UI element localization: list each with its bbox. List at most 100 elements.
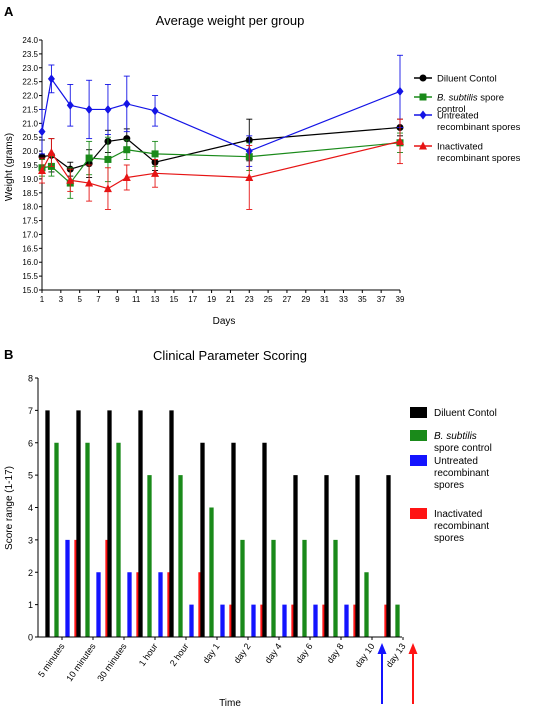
panel-a-legend: Diluent Contol B. subtilis spore controlUn… bbox=[414, 74, 521, 164]
legend-label-2: Untreated recombinant spores bbox=[437, 111, 521, 133]
panel-a-data-point bbox=[47, 74, 55, 84]
panel-a-y-tick-label: 24.0 bbox=[22, 36, 38, 45]
panel-b-bar bbox=[262, 442, 267, 637]
panel-a-x-tick-label: 5 bbox=[77, 295, 82, 304]
panel-a-y-tick-label: 22.0 bbox=[22, 92, 38, 101]
panel-b-x-tick-label: day 6 bbox=[294, 641, 315, 665]
panel-b-x-tick-label: 2 hour bbox=[168, 641, 191, 668]
panel-a-data-point bbox=[66, 175, 75, 184]
panel-b-bar bbox=[333, 539, 338, 637]
panel-a-ylabel: Weight (grams) bbox=[4, 133, 15, 201]
panel-a-data-point bbox=[245, 173, 254, 181]
panel-b-bar-group-5 bbox=[200, 442, 234, 637]
panel-b-arrow-0 bbox=[377, 643, 387, 704]
panel-a-data-point bbox=[85, 104, 93, 114]
panel-a-data-point bbox=[85, 178, 94, 187]
panel-b-bar-group-9 bbox=[324, 475, 358, 637]
panel-b-bar bbox=[220, 604, 225, 637]
legend-marker bbox=[419, 74, 427, 82]
panel-b-scoring-chart: B Clinical Parameter Scoring 0 1 2 3 4 5 6 7 8 5 … bbox=[4, 347, 497, 709]
panel-a-x-tick-label: 19 bbox=[207, 295, 216, 304]
panel-b-title: Clinical Parameter Scoring bbox=[153, 348, 307, 363]
legend-label-2: Untreated recombinant spores bbox=[434, 456, 489, 491]
panel-a-x-tick-label: 27 bbox=[282, 295, 291, 304]
legend-label-1: B. subtilis spore control bbox=[434, 431, 492, 454]
panel-b-annotations bbox=[377, 643, 418, 704]
panel-a-series-2 bbox=[38, 54, 404, 167]
panel-a-x-tick-label: 13 bbox=[151, 295, 160, 304]
panel-a-x-tick-label: 3 bbox=[59, 295, 64, 304]
panel-a-y-tick-label: 18.5 bbox=[22, 189, 38, 198]
panel-a-y-tick-label: 16.0 bbox=[22, 258, 38, 267]
panel-b-bar bbox=[313, 604, 318, 637]
panel-a-data-point bbox=[85, 154, 93, 162]
panel-a-y-tick-label: 19.0 bbox=[22, 175, 38, 184]
panel-a-weight-chart: A Average weight per group 15.015.516.01… bbox=[4, 4, 521, 327]
panel-b-x-tick-label: 30 minutes bbox=[95, 641, 129, 683]
panel-b-bar bbox=[158, 572, 163, 637]
panel-b-x-tick-label: day 1 bbox=[201, 641, 222, 665]
legend-label-1: B. subtilis spore control bbox=[437, 93, 504, 115]
panel-b-bar-group-11 bbox=[386, 475, 400, 637]
panel-b-bar bbox=[355, 475, 360, 637]
panel-b-bar bbox=[324, 475, 329, 637]
legend-swatch bbox=[410, 508, 427, 519]
panel-a-x-tick-label: 25 bbox=[264, 295, 273, 304]
panel-a-data-point bbox=[66, 100, 74, 110]
panel-a-series-line bbox=[41, 140, 401, 190]
panel-b-bar-group-8 bbox=[293, 475, 327, 637]
legend-label-0: Diluent Contol bbox=[437, 74, 497, 85]
panel-b-bar bbox=[240, 539, 245, 637]
panel-a-x-tick-label: 31 bbox=[320, 295, 329, 304]
panel-a-y-tick-label: 17.0 bbox=[22, 230, 38, 239]
panel-b-x-tick-label: 5 minutes bbox=[36, 641, 67, 679]
panel-a-x-tick-label: 7 bbox=[96, 295, 101, 304]
panel-b-bar bbox=[178, 475, 183, 637]
panel-b-y-tick-label: 4 bbox=[28, 503, 33, 513]
panel-b-bar bbox=[302, 539, 307, 637]
panel-b-bar bbox=[231, 442, 236, 637]
panel-b-bar bbox=[395, 604, 400, 637]
panel-a-y-tick-label: 18.0 bbox=[22, 203, 38, 212]
panel-b-y-tick-label: 1 bbox=[28, 600, 33, 610]
panel-b-bar bbox=[127, 572, 132, 637]
panel-a-x-tick-label: 1 bbox=[40, 295, 45, 304]
panel-b-y-tick-label: 3 bbox=[28, 535, 33, 545]
panel-b-bar-group-1 bbox=[76, 410, 110, 637]
panel-b-bars bbox=[45, 410, 400, 637]
panel-b-bar bbox=[344, 604, 349, 637]
panel-b-legend-entry-3: Inactivated recombinant spores bbox=[410, 508, 489, 544]
legend-marker bbox=[419, 141, 427, 150]
panel-b-bar bbox=[271, 539, 276, 637]
legend-swatch bbox=[410, 455, 427, 466]
panel-a-x-tick-label: 37 bbox=[377, 295, 386, 304]
panel-a-x-tick-label: 11 bbox=[132, 295, 141, 304]
panel-a-x-tick-label: 17 bbox=[188, 295, 197, 304]
legend-label-3: Inactivated recombinant spores bbox=[434, 509, 489, 544]
panel-a-x-tick-label: 23 bbox=[245, 295, 254, 304]
panel-b-bar bbox=[116, 442, 121, 637]
panel-a-series-3 bbox=[38, 118, 404, 210]
panel-b-legend-entry-0: Diluent Contol bbox=[410, 407, 497, 419]
panel-b-bar bbox=[76, 410, 81, 637]
panel-b-bar bbox=[107, 410, 112, 637]
panel-b-y-tick-label: 6 bbox=[28, 438, 33, 448]
panel-a-y-tick-label: 21.5 bbox=[22, 105, 38, 114]
panel-a-series-line bbox=[41, 142, 401, 184]
panel-a-data-point bbox=[38, 166, 46, 175]
panel-b-x-tick-label: day 8 bbox=[325, 641, 346, 665]
panel-b-bar bbox=[147, 475, 152, 637]
panel-a-y-tick-label: 23.5 bbox=[22, 50, 38, 59]
panel-a-series-0 bbox=[38, 118, 404, 178]
panel-a-data-point bbox=[151, 168, 160, 177]
legend-swatch bbox=[410, 430, 427, 441]
panel-b-bar bbox=[138, 410, 143, 637]
panel-b-bar bbox=[54, 442, 59, 637]
panel-b-bar-group-6 bbox=[231, 442, 265, 637]
panel-a-legend-entry-0: Diluent Contol bbox=[414, 74, 497, 85]
panel-a-y-tick-label: 20.5 bbox=[22, 133, 38, 142]
panel-a-y-tick-label: 17.5 bbox=[22, 217, 38, 226]
panel-a-y-tick-label: 19.5 bbox=[22, 161, 38, 170]
panel-a-data-point bbox=[104, 104, 112, 114]
